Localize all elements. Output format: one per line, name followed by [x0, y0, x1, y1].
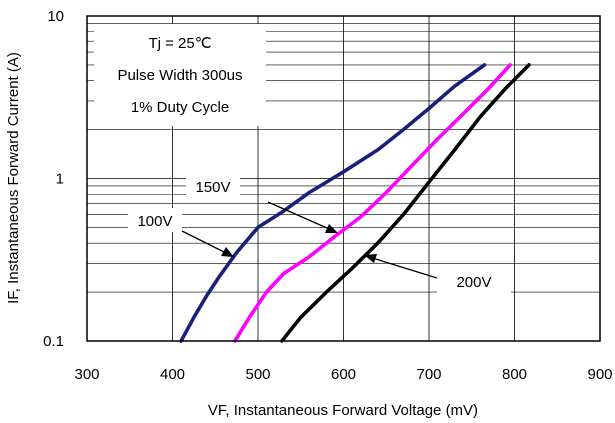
conditions-note-box: [94, 24, 266, 126]
label-150v-arrow: [267, 201, 337, 233]
conditions-note: Tj = 25℃ Pulse Width 300us 1% Duty Cycle: [94, 24, 266, 126]
label-150v-arrowhead: [325, 224, 338, 233]
y-tick-label: 1: [56, 171, 64, 188]
label-200v-arrowhead: [364, 254, 377, 263]
note-line-temperature: Tj = 25℃: [148, 35, 211, 52]
series-line-200v: [280, 63, 531, 343]
label-150v-text: 150V: [195, 179, 230, 196]
x-tick-label: 600: [331, 366, 356, 383]
label-200v-text: 200V: [456, 274, 491, 291]
note-line-pulse-width: Pulse Width 300us: [117, 67, 242, 84]
x-tick-label: 500: [245, 366, 270, 383]
note-line-duty-cycle: 1% Duty Cycle: [131, 99, 229, 116]
x-tick-label: 300: [74, 366, 99, 383]
label-150v: 150V: [186, 174, 338, 233]
series-lines: [179, 63, 531, 343]
label-100v-background: [128, 208, 182, 232]
label-100v: 100V: [128, 208, 234, 257]
y-axis-label: IF, Instantaneous Forward Current (A): [5, 52, 22, 304]
y-tick-labels: 0.1 1 10: [43, 8, 64, 350]
x-tick-label: 400: [160, 366, 185, 383]
series-line-100v: [179, 63, 487, 343]
x-tick-label: 900: [587, 366, 612, 383]
x-tick-label: 700: [416, 366, 441, 383]
label-200v-arrow: [365, 255, 438, 279]
label-150v-background: [186, 174, 240, 198]
x-tick-label: 800: [502, 366, 527, 383]
x-axis-label: VF, Instantaneous Forward Voltage (mV): [208, 402, 478, 419]
label-100v-arrowhead: [221, 247, 234, 257]
y-tick-label: 10: [47, 8, 64, 25]
label-100v-text: 100V: [137, 213, 172, 230]
x-tick-labels: 300 400 500 600 700 800 900: [74, 366, 612, 383]
series-line-150v: [233, 63, 513, 343]
y-tick-label: 0.1: [43, 333, 64, 350]
label-200v-background: [437, 268, 511, 294]
label-200v: 200V: [364, 254, 511, 294]
plot-frame: [86, 15, 601, 342]
